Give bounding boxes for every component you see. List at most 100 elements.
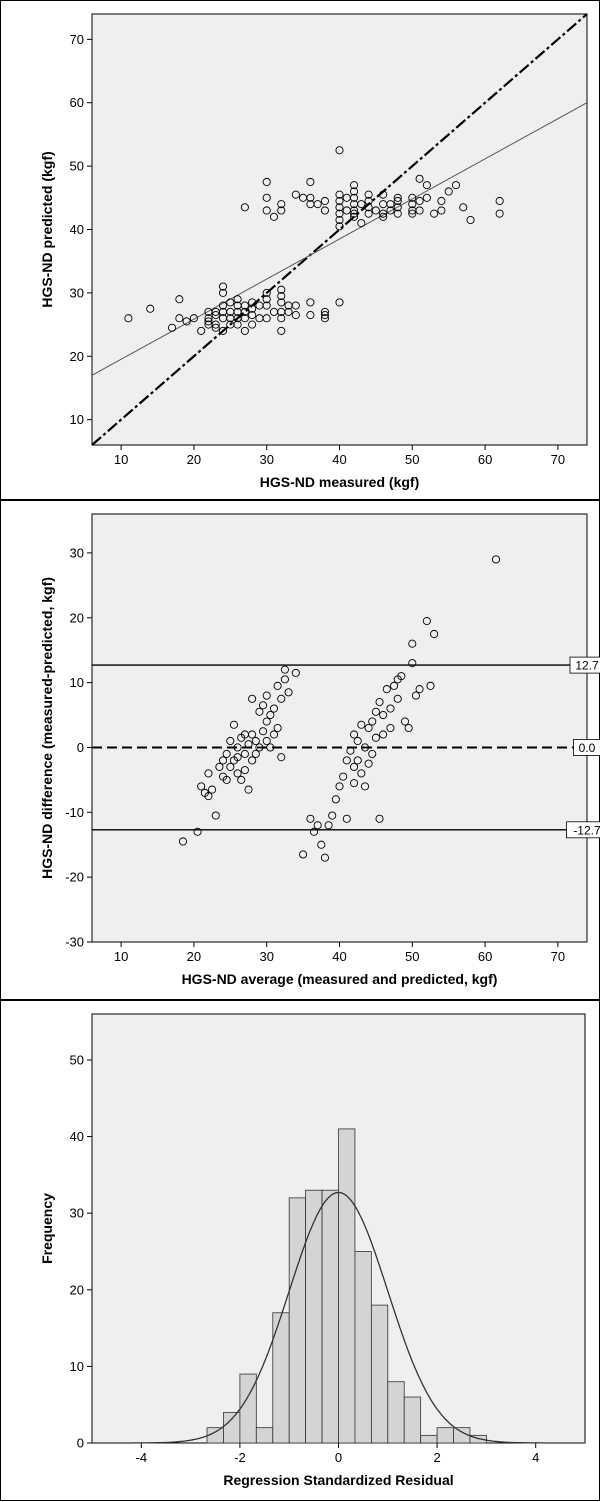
data-point — [277, 326, 286, 335]
reference-line-label: 12.7 — [575, 659, 599, 673]
data-point — [379, 190, 388, 199]
x-tick-label: 10 — [114, 949, 128, 964]
data-point — [211, 320, 220, 329]
data-point — [375, 814, 384, 823]
x-tick-label: 70 — [551, 452, 565, 467]
data-point — [226, 762, 235, 771]
reference-line-label-box — [573, 739, 600, 756]
data-point — [350, 779, 359, 788]
data-point — [415, 685, 424, 694]
data-point — [313, 821, 322, 830]
histogram-bar — [469, 1434, 487, 1444]
data-point — [306, 311, 315, 320]
data-point — [291, 301, 300, 310]
data-point — [364, 209, 373, 218]
x-tick-label: 2 — [433, 1450, 440, 1465]
y-tick-label: 10 — [70, 1359, 84, 1374]
histogram-bars — [206, 1128, 487, 1444]
data-point — [368, 749, 377, 758]
data-point — [233, 320, 242, 329]
data-point — [266, 710, 275, 720]
data-point — [422, 193, 431, 202]
data-point — [390, 681, 399, 690]
data-point — [350, 181, 359, 190]
data-point — [204, 314, 213, 323]
data-point — [262, 288, 271, 297]
data-point — [251, 749, 260, 758]
data-point — [350, 187, 359, 196]
data-point — [320, 314, 329, 323]
data-point — [375, 698, 384, 707]
data-point — [233, 753, 242, 762]
data-point — [408, 639, 417, 648]
y-axis-label: Frequency — [39, 1193, 55, 1264]
data-point — [404, 723, 413, 733]
x-tick-label: 40 — [332, 452, 346, 467]
data-point — [240, 314, 249, 323]
x-tick-label: -2 — [234, 1450, 246, 1465]
y-tick-label: 10 — [70, 412, 84, 427]
data-point — [444, 187, 453, 196]
data-point — [240, 301, 249, 310]
y-tick-label: 60 — [70, 95, 84, 110]
data-point — [240, 326, 249, 335]
data-point — [277, 314, 286, 323]
data-point — [189, 314, 198, 323]
data-point — [382, 685, 391, 694]
x-axis-label: HGS-ND average (measured and predicted, … — [182, 971, 498, 987]
data-point — [218, 288, 228, 297]
data-point — [215, 762, 224, 771]
data-point — [415, 174, 424, 183]
data-point — [248, 694, 257, 703]
data-point — [328, 811, 337, 820]
x-tick-label: 50 — [405, 949, 419, 964]
data-point — [277, 285, 286, 294]
data-point — [233, 769, 242, 778]
data-point — [306, 298, 315, 307]
data-point — [379, 730, 388, 739]
y-tick-label: 30 — [70, 545, 84, 560]
data-point — [211, 811, 220, 820]
y-tick-label: 70 — [70, 32, 84, 47]
data-point — [197, 782, 206, 791]
data-point — [379, 212, 388, 221]
plot-area — [91, 513, 588, 943]
data-point — [415, 206, 424, 215]
y-tick-label: 20 — [70, 610, 84, 625]
y-tick-label: 10 — [70, 675, 84, 690]
data-point — [371, 206, 380, 215]
reference-line-label-box — [569, 656, 600, 674]
data-point — [248, 311, 257, 320]
data-point — [346, 746, 355, 755]
data-point — [357, 219, 366, 228]
histogram-bar — [305, 1189, 323, 1444]
data-point — [204, 769, 213, 778]
data-points — [124, 146, 504, 335]
data-point — [350, 206, 359, 215]
data-point — [248, 730, 257, 739]
data-point — [495, 196, 504, 206]
histogram-bar — [370, 1304, 389, 1444]
data-point — [233, 743, 242, 752]
data-point — [259, 727, 268, 736]
data-point — [273, 723, 282, 733]
data-point — [386, 723, 395, 733]
data-point — [193, 827, 202, 836]
reference-line-label: 0.0 — [579, 741, 596, 755]
data-point — [331, 795, 340, 804]
data-point — [335, 146, 344, 155]
data-point — [335, 203, 344, 212]
data-point — [364, 190, 373, 199]
data-point — [240, 749, 249, 758]
data-point — [357, 200, 366, 209]
data-point — [335, 782, 344, 791]
data-point — [280, 665, 289, 674]
axes: 10 20 30 40 50 60 70 10 20 30 40 50 60 70 — [70, 32, 566, 467]
y-axis-label: HGS-ND predicted (kgf) — [39, 151, 55, 307]
data-point — [426, 681, 435, 690]
data-point — [284, 688, 293, 697]
y-tick-label: 0 — [77, 1436, 84, 1451]
data-point — [262, 295, 271, 304]
data-point — [368, 717, 377, 726]
